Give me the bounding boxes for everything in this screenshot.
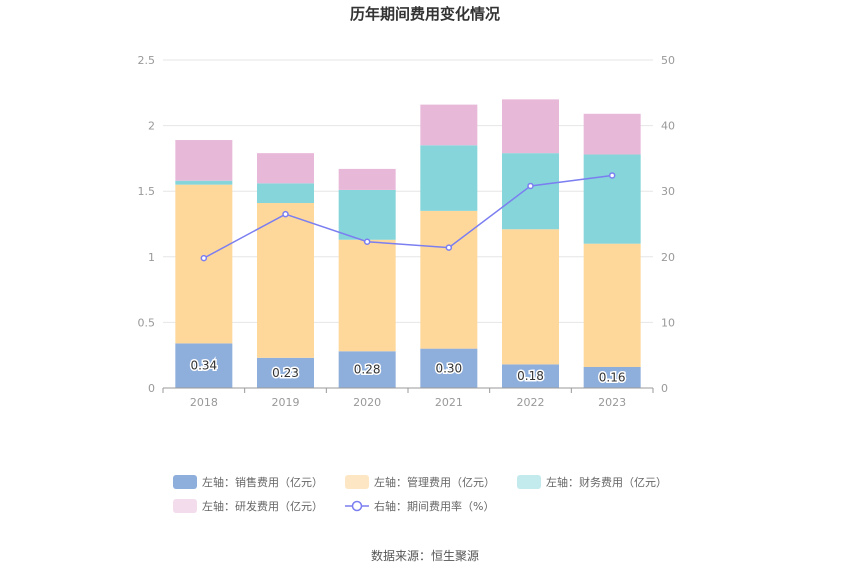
x-tick-label: 2020 <box>353 396 381 409</box>
left-tick-label: 2 <box>148 120 155 133</box>
x-tick-label: 2021 <box>435 396 463 409</box>
data-labels: 0.34 0.23 0.28 0.30 0.18 0.16 <box>189 357 627 386</box>
bar-segment <box>420 348 478 388</box>
bar-segment <box>583 113 641 155</box>
legend-item[interactable]: 左轴：研发费用（亿元） <box>173 499 323 513</box>
legend-label: 左轴：销售费用（亿元） <box>202 475 323 489</box>
legend-label: 左轴：管理费用（亿元） <box>374 475 495 489</box>
x-tick-label: 2018 <box>190 396 218 409</box>
bar-segment <box>420 145 478 211</box>
chart-title: 历年期间费用变化情况 <box>350 5 500 23</box>
bar-segment <box>338 351 396 388</box>
legend-label: 左轴：财务费用（亿元） <box>546 475 667 489</box>
legend-item[interactable]: 左轴：财务费用（亿元） <box>517 475 667 489</box>
bar-segment <box>338 189 396 240</box>
bar-segment <box>583 367 641 388</box>
bar-data-label: 0.28 <box>354 363 381 377</box>
bar-data-label: 0.18 <box>517 369 544 383</box>
x-axis: 2018 2019 2020 2021 2022 2023 <box>162 387 654 409</box>
rate-point <box>200 254 208 262</box>
left-axis: 0 0.5 1 1.5 2 2.5 <box>138 54 156 395</box>
bar-segment <box>175 343 233 388</box>
right-tick-label: 30 <box>661 185 675 198</box>
right-tick-label: 20 <box>661 251 675 264</box>
right-tick-label: 50 <box>661 54 675 67</box>
left-tick-label: 0 <box>148 382 155 395</box>
bar-segment <box>338 168 396 190</box>
right-axis: 0 10 20 30 40 50 <box>661 54 675 395</box>
legend-swatch <box>517 475 541 489</box>
x-tick-label: 2019 <box>272 396 300 409</box>
bar-segment <box>583 154 641 244</box>
rate-point <box>282 210 289 218</box>
legend-swatch <box>173 475 197 489</box>
bar-segment <box>502 99 559 154</box>
left-tick-label: 1.5 <box>138 185 156 198</box>
bar-segment <box>420 104 478 146</box>
bar-segment <box>583 243 641 368</box>
legend-marker <box>351 500 363 512</box>
bar-segment <box>175 180 233 185</box>
left-tick-label: 1 <box>148 251 155 264</box>
bar-segment <box>502 153 559 230</box>
legend-item[interactable]: 右轴：期间费用率（%） <box>345 499 494 513</box>
bar-segment <box>257 183 314 204</box>
left-tick-label: 2.5 <box>138 54 156 67</box>
right-tick-label: 10 <box>661 316 675 329</box>
rate-point <box>608 172 616 179</box>
x-tick-label: 2023 <box>598 396 626 409</box>
x-tick-label: 2022 <box>517 396 545 409</box>
bar-segment <box>257 203 314 358</box>
bar-data-label: 0.30 <box>435 361 462 375</box>
left-tick-label: 0.5 <box>138 316 156 329</box>
right-tick-label: 40 <box>661 120 675 133</box>
legend-item[interactable]: 左轴：销售费用（亿元） <box>173 475 323 489</box>
bar-segment <box>420 210 478 349</box>
rate-line-series <box>200 172 616 262</box>
bar-segment <box>257 357 314 388</box>
bar-segment <box>257 153 314 184</box>
legend-label: 左轴：研发费用（亿元） <box>202 499 323 513</box>
bar-segment <box>338 239 396 352</box>
bar-segment <box>175 184 233 344</box>
rate-point <box>445 244 453 251</box>
source-note: 数据来源：恒生聚源 <box>371 548 479 563</box>
grid-lines <box>163 59 653 389</box>
bar-data-label: 0.34 <box>190 359 217 373</box>
rate-point <box>527 182 534 190</box>
bar-data-label: 0.16 <box>599 371 626 385</box>
bar-data-label: 0.23 <box>272 366 299 380</box>
legend[interactable]: 左轴：销售费用（亿元） 左轴：管理费用（亿元） 左轴：财务费用（亿元） 左轴：研发费用… <box>173 475 667 513</box>
rate-point <box>363 238 371 245</box>
right-tick-label: 0 <box>661 382 668 395</box>
bar-series <box>175 99 641 388</box>
bar-segment <box>175 140 233 181</box>
legend-swatch <box>173 499 197 513</box>
legend-label: 右轴：期间费用率（%） <box>374 499 494 513</box>
legend-item[interactable]: 左轴：管理费用（亿元） <box>345 475 495 489</box>
bar-segment <box>502 364 559 388</box>
rate-line <box>203 174 613 259</box>
legend-swatch <box>345 475 369 489</box>
bar-segment <box>502 229 559 365</box>
